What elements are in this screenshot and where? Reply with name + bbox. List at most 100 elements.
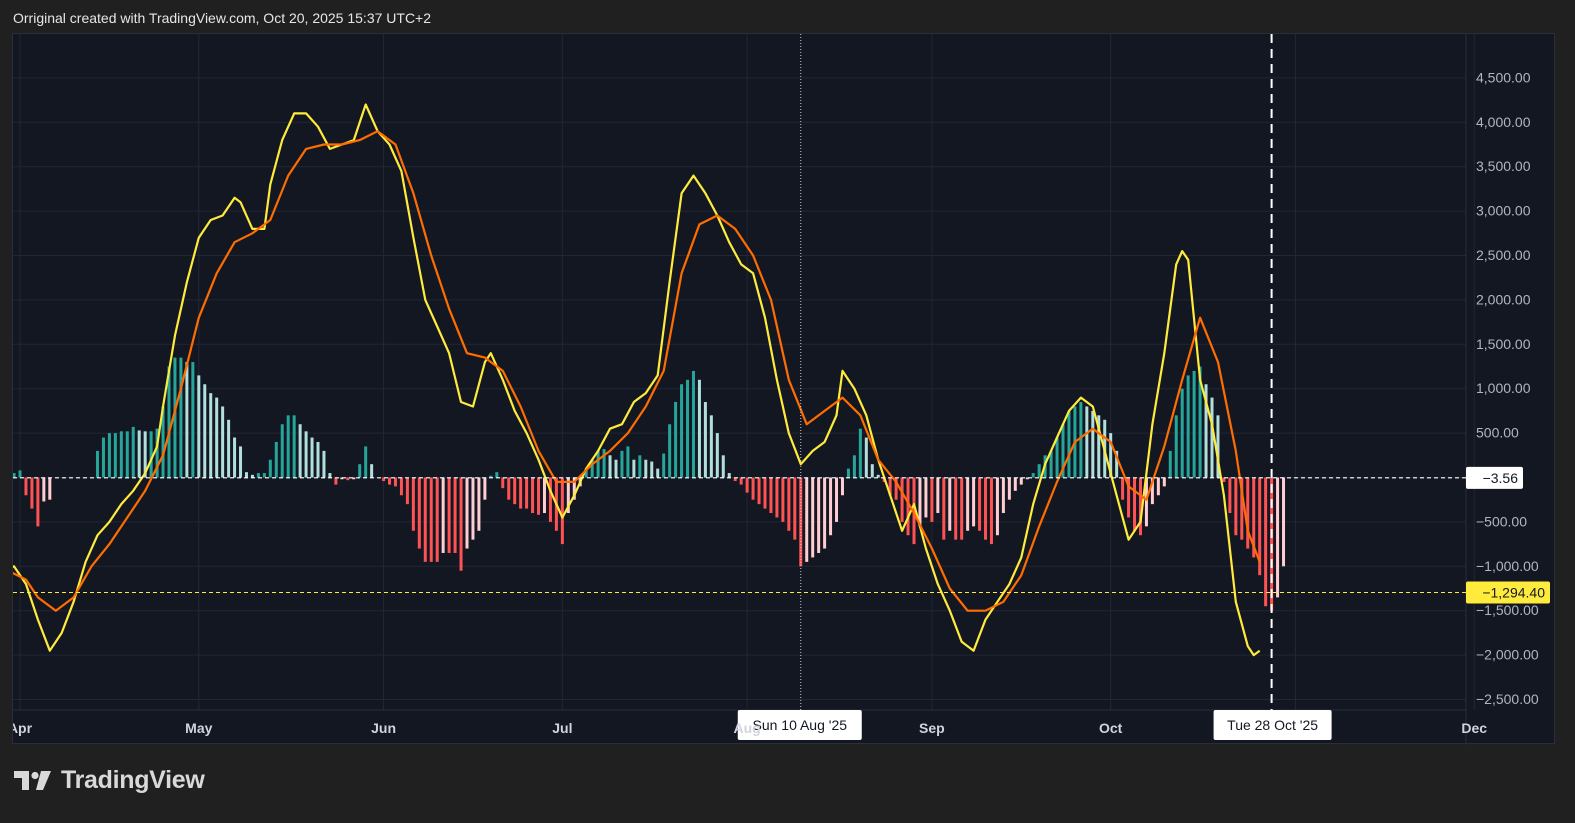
histogram-bar [42, 477, 46, 502]
histogram-bar [948, 477, 952, 531]
histogram-bar [364, 446, 368, 478]
histogram-bar [483, 477, 487, 500]
histogram-bar [721, 455, 725, 478]
histogram-bar [101, 437, 105, 478]
histogram [13, 357, 1286, 611]
histogram-bar [1204, 384, 1208, 478]
histogram-bar [519, 477, 523, 509]
histogram-bar [525, 477, 529, 509]
histogram-bar [447, 477, 451, 553]
histogram-bar [1133, 477, 1137, 531]
histogram-bar [930, 477, 934, 522]
histogram-bar [733, 477, 737, 482]
histogram-bar [155, 428, 159, 478]
histogram-bar [346, 477, 350, 481]
histogram-bar [13, 473, 16, 478]
histogram-bar [572, 477, 576, 500]
histogram-bar [280, 424, 284, 478]
histogram-bar [131, 426, 135, 478]
brand-name: TradingView [61, 766, 205, 794]
cursor-value-label-box [1466, 581, 1550, 604]
x-tick-label: Jul [552, 720, 572, 736]
histogram-bar [751, 477, 755, 500]
histogram-bar [656, 468, 660, 478]
histogram-bar [274, 441, 278, 478]
histogram-bar [608, 455, 612, 478]
histogram-bar [1282, 477, 1286, 567]
current-value-label-box [1466, 466, 1523, 489]
x-tick-label: Oct [1099, 720, 1123, 736]
overlays: −3.56 −1,294.40 Sun 10 Aug '25 Tue 28 Oct '… [13, 34, 1550, 740]
y-tick-label: −500.00 [1476, 513, 1527, 529]
histogram-bar [1001, 477, 1005, 514]
histogram-bar [638, 455, 642, 478]
y-tick-label: −1,000.00 [1476, 558, 1539, 574]
y-tick-label: 1,500.00 [1476, 336, 1531, 352]
histogram-bar [757, 477, 761, 505]
histogram-bar [1246, 477, 1250, 549]
histogram-bar [513, 477, 517, 505]
chart-panel[interactable]: −3.56 −1,294.40 Sun 10 Aug '25 Tue 28 Oct '… [12, 33, 1556, 745]
tradingview-logo[interactable]: TradingView [14, 766, 205, 795]
y-tick-label: 2,000.00 [1476, 291, 1531, 307]
histogram-bar [244, 472, 248, 478]
histogram-bar [1061, 424, 1065, 478]
histogram-bar [680, 384, 684, 478]
y-tick-label: 4,500.00 [1476, 69, 1531, 85]
histogram-bar [858, 428, 862, 478]
histogram-bar [829, 477, 833, 536]
histogram-bar [906, 477, 910, 536]
x-tick-label: Dec [1461, 720, 1487, 736]
histogram-bar [1109, 433, 1113, 478]
histogram-bar [1198, 366, 1202, 478]
histogram-bar [560, 477, 564, 545]
histogram-bar [584, 468, 588, 478]
histogram-bar [1138, 477, 1142, 536]
histogram-bar [1210, 397, 1214, 478]
histogram-bar [1222, 477, 1226, 482]
histogram-bar [596, 450, 600, 478]
histogram-bar [1174, 415, 1178, 478]
y-tick-label: −2,000.00 [1476, 647, 1539, 663]
histogram-bar [209, 393, 213, 478]
histogram-bar [1264, 477, 1268, 607]
histogram-bar [310, 437, 314, 478]
histogram-bar [739, 477, 743, 485]
x-tick-label: Apr [13, 720, 33, 736]
marker-date-label: Tue 28 Oct '25 [1227, 717, 1318, 733]
histogram-bar [703, 402, 707, 478]
histogram-bar [268, 459, 272, 478]
histogram-bar [286, 415, 290, 478]
histogram-bar [161, 406, 165, 478]
series-lines [13, 103, 1261, 657]
macd-chart[interactable]: −3.56 −1,294.40 Sun 10 Aug '25 Tue 28 Oct '… [13, 34, 1556, 745]
histogram-bar [107, 433, 111, 478]
histogram-bar [1186, 375, 1190, 478]
histogram-bar [864, 437, 868, 478]
macd-line [13, 103, 1261, 657]
histogram-bar [501, 477, 505, 489]
histogram-bar [191, 362, 195, 478]
crosshair-date-label-box [737, 710, 862, 740]
histogram-bar [221, 406, 225, 478]
histogram-bar [95, 450, 99, 478]
histogram-bar [960, 477, 964, 540]
histogram-bar [423, 477, 427, 562]
y-tick-label: 2,500.00 [1476, 247, 1531, 263]
histogram-bar [393, 477, 397, 487]
histogram-bar [370, 464, 374, 478]
histogram-bar [888, 477, 892, 496]
histogram-bar [125, 431, 129, 478]
histogram-bar [542, 477, 546, 514]
histogram-bar [823, 477, 827, 549]
histogram-bar [239, 446, 243, 478]
histogram-bar [972, 477, 976, 527]
histogram-bar [686, 379, 690, 478]
histogram-bar [817, 477, 821, 553]
histogram-bar [322, 450, 326, 478]
y-tick-label: −2,500.00 [1476, 691, 1539, 707]
histogram-bar [382, 477, 386, 482]
histogram-bar [352, 477, 356, 480]
histogram-bar [250, 474, 254, 478]
histogram-bar [936, 477, 940, 514]
